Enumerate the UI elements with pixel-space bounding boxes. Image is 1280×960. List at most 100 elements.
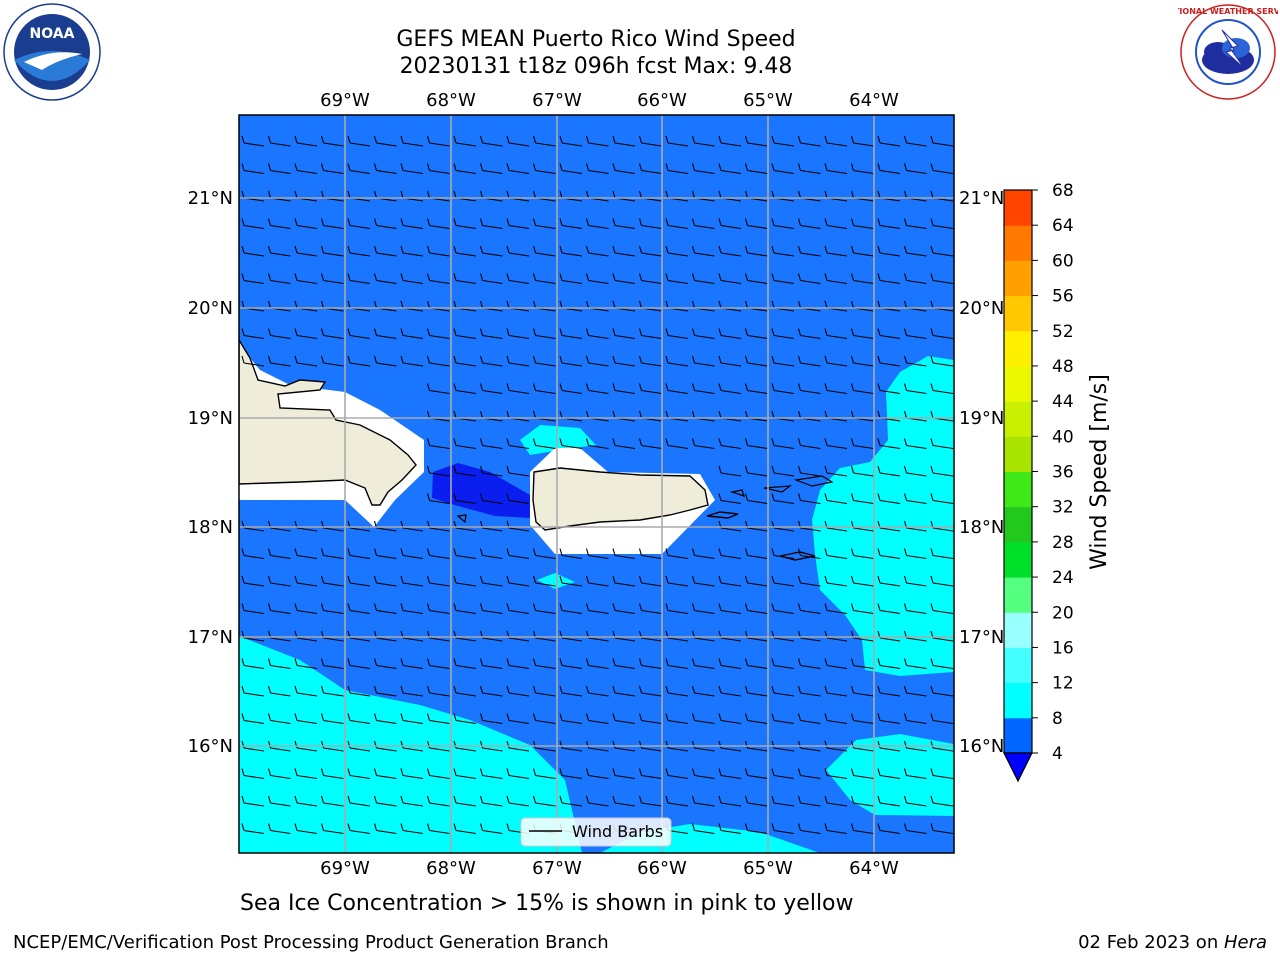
- wind-barb: [400, 713, 424, 725]
- wind-barb: [824, 328, 848, 340]
- wind-barb: [559, 713, 583, 725]
- wind-barb: [294, 163, 318, 175]
- wind-barb: [771, 740, 795, 752]
- colorbar-band: [1004, 647, 1032, 684]
- colorbar-tick-label: 20: [1052, 603, 1074, 623]
- wind-barb: [691, 823, 715, 835]
- wind-barb: [797, 245, 821, 257]
- wind-barb: [850, 768, 874, 780]
- wind-barb: [241, 795, 265, 807]
- wind-barb: [479, 548, 503, 560]
- wind-barb: [241, 575, 265, 587]
- wind-barb: [877, 135, 901, 147]
- wind-barb: [267, 658, 291, 670]
- colorbar-band: [1004, 330, 1032, 367]
- wind-barb: [453, 575, 477, 587]
- wind-barb: [930, 685, 954, 697]
- wind-barb: [771, 713, 795, 725]
- wind-barb: [903, 163, 927, 175]
- colorbar-tick-label: 52: [1052, 322, 1074, 342]
- nws-logo: NATIONAL WEATHER SERVICE: [1178, 4, 1278, 100]
- wind-barb: [744, 768, 768, 780]
- wind-barb: [877, 273, 901, 285]
- wind-barb: [347, 355, 371, 367]
- wind-barb: [744, 328, 768, 340]
- wind-barb: [850, 273, 874, 285]
- wind-barb: [771, 245, 795, 257]
- wind-barb: [479, 740, 503, 752]
- wind-barb: [506, 493, 530, 505]
- sea-ice-caption: Sea Ice Concentration > 15% is shown in …: [240, 891, 854, 916]
- wind-barb: [665, 658, 689, 670]
- wind-barb: [903, 135, 927, 147]
- wind-barb: [532, 658, 556, 670]
- wind-barb: [267, 355, 291, 367]
- wind-barb: [479, 685, 503, 697]
- wind-barb: [638, 740, 662, 752]
- wind-barb: [506, 245, 530, 257]
- wind-barb: [241, 273, 265, 285]
- wind-barb: [665, 603, 689, 615]
- wind-barb: [877, 438, 901, 450]
- wind-barb: [506, 355, 530, 367]
- wind-barb: [903, 603, 927, 615]
- wind-barb: [797, 328, 821, 340]
- wind-barb: [347, 795, 371, 807]
- colorbar-tick-label: 4: [1052, 744, 1063, 764]
- wind-barb: [691, 658, 715, 670]
- wind-barb: [718, 768, 742, 780]
- nws-logo-text: NATIONAL WEATHER SERVICE: [1178, 7, 1278, 16]
- wind-barb: [850, 135, 874, 147]
- wind-barb: [797, 438, 821, 450]
- colorbar-tick-label: 16: [1052, 638, 1074, 658]
- wind-barb: [426, 493, 450, 505]
- wind-barb: [373, 218, 397, 230]
- wind-barb: [850, 465, 874, 477]
- wind-barb: [903, 245, 927, 257]
- wind-barb: [320, 163, 344, 175]
- wind-barb: [903, 658, 927, 670]
- wind-barb: [771, 603, 795, 615]
- wind-barb: [559, 575, 583, 587]
- wind-barb: [612, 658, 636, 670]
- wind-barb: [903, 438, 927, 450]
- wind-barb: [479, 658, 503, 670]
- wind-barb: [665, 548, 689, 560]
- wind-barb: [479, 218, 503, 230]
- wind-barb: [294, 603, 318, 615]
- wind-barb: [559, 328, 583, 340]
- wind-barb: [718, 603, 742, 615]
- wind-barb: [373, 163, 397, 175]
- wind-barb: [532, 740, 556, 752]
- wind-barb: [824, 713, 848, 725]
- wind-barb: [453, 603, 477, 615]
- wind-barb: [506, 135, 530, 147]
- wind-barb: [453, 823, 477, 835]
- wind-barb: [532, 548, 556, 560]
- cyan-region-southwest: [239, 636, 582, 853]
- colorbar-tick-label: 12: [1052, 674, 1074, 694]
- wind-barb: [320, 135, 344, 147]
- wind-barb: [744, 355, 768, 367]
- island-vieques: [706, 511, 739, 519]
- wind-barb: [850, 163, 874, 175]
- wind-barb: [294, 740, 318, 752]
- wind-barb: [638, 245, 662, 257]
- land-hispaniola: [239, 338, 417, 506]
- wind-barb: [506, 685, 530, 697]
- wind-barb: [638, 328, 662, 340]
- wind-barb: [824, 740, 848, 752]
- wind-barb: [797, 493, 821, 505]
- wind-barb: [453, 465, 477, 477]
- wind-barb: [479, 355, 503, 367]
- wind-barb: [585, 218, 609, 230]
- wind-barb: [665, 740, 689, 752]
- wind-barb: [930, 135, 954, 147]
- wind-barb: [930, 548, 954, 560]
- wind-barb: [400, 355, 424, 367]
- wind-barb: [400, 575, 424, 587]
- wind-barb: [559, 273, 583, 285]
- wind-barb: [691, 163, 715, 175]
- wind-barb: [479, 328, 503, 340]
- wind-barb: [744, 135, 768, 147]
